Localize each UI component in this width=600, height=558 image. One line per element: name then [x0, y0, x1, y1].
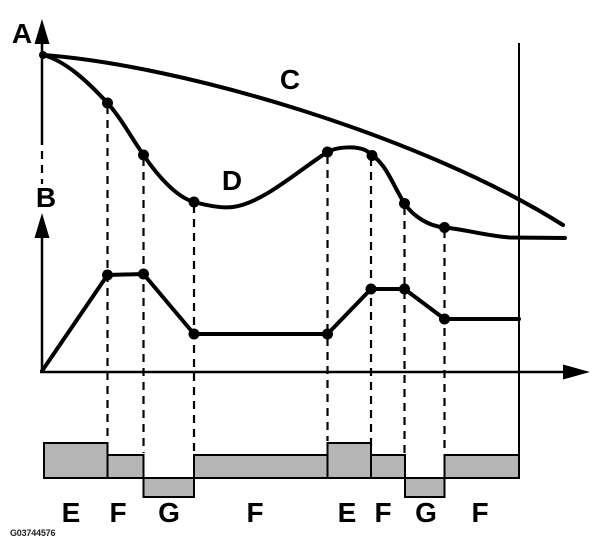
strip-block-f	[106, 454, 145, 479]
curve-b-point	[102, 269, 113, 281]
curve-b-point	[365, 283, 377, 295]
curve-d-point	[439, 222, 450, 233]
x-axis-arrowhead-icon	[563, 364, 590, 380]
strip-block-g	[404, 477, 446, 498]
strip-block-e	[326, 442, 372, 479]
strip-label-g1: G	[158, 497, 180, 528]
curve-b-point	[322, 328, 333, 340]
axis-a-arrowhead-icon	[34, 19, 50, 44]
strip-block-f	[370, 454, 406, 479]
strip-label-f4: F	[471, 497, 489, 528]
curve-b-point	[439, 313, 450, 325]
strip-label-e2: E	[337, 497, 357, 528]
axis-a-label: A	[11, 18, 33, 49]
curve-d-point	[188, 196, 200, 208]
curve-d-point	[322, 146, 333, 158]
strip-block-f	[443, 454, 520, 479]
curve-d-point	[138, 149, 149, 161]
strip-label-f2: F	[246, 497, 264, 528]
strip-label-f1: F	[109, 497, 127, 528]
axis-b-arrowhead-icon	[34, 213, 50, 238]
curve-start-point	[39, 51, 47, 59]
curve-b-point	[399, 283, 410, 295]
curve-b-point	[188, 328, 200, 340]
curve-d-point	[366, 150, 378, 161]
strip-block-f	[193, 454, 329, 479]
figure-id-watermark: G03744576	[10, 528, 56, 538]
strip-label-e1: E	[61, 497, 81, 528]
curve-d-point	[102, 97, 113, 109]
curve-b-point	[138, 268, 149, 280]
strip-block-e	[43, 442, 109, 479]
axis-b-label: B	[35, 182, 57, 213]
curve-c	[41, 53, 565, 227]
strip-block-g	[142, 477, 195, 498]
curve-d-label: D	[221, 165, 243, 196]
strip-label-g2: G	[415, 497, 437, 528]
curve-d	[41, 53, 567, 240]
curve-c-label: C	[279, 64, 301, 95]
curve-d-point	[399, 198, 410, 209]
strip-label-f3: F	[374, 497, 392, 528]
